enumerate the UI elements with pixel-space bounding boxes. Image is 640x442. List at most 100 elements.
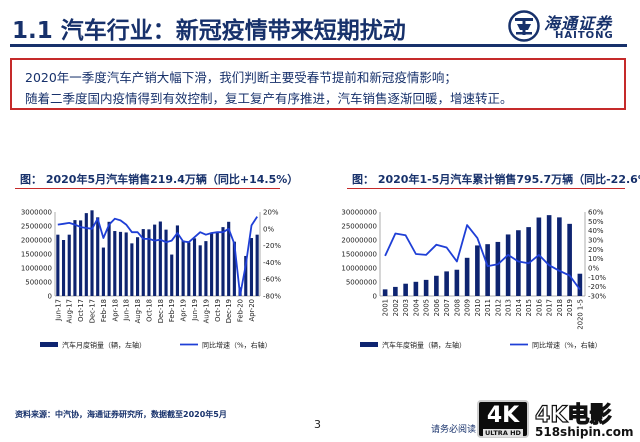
sales-bar [567, 223, 572, 296]
sales-bar [557, 217, 562, 296]
sales-bar [67, 234, 71, 296]
growth-line [57, 216, 258, 297]
watermark-url: 518shipin.com [535, 425, 634, 439]
sales-bar [475, 245, 480, 296]
x-tick-label: 2011 [484, 299, 492, 316]
sales-bar [232, 241, 236, 296]
sales-bar [249, 238, 254, 296]
x-tick-label: Oct-17 [77, 299, 85, 322]
right-figure-divider [347, 188, 625, 189]
right-y-tick-label: -30% [588, 293, 606, 301]
x-tick-label: Apr-20 [248, 299, 256, 321]
right-y-tick-label: 0% [588, 265, 599, 273]
sales-bar [577, 273, 583, 296]
x-tick-label: 2018 [556, 299, 564, 316]
sales-bar [170, 254, 174, 296]
right-y-tick-label: 20% [588, 246, 604, 254]
sales-bar [90, 210, 94, 296]
sales-bar [141, 229, 145, 296]
x-tick-label: Oct-18 [145, 299, 153, 322]
sales-bar [107, 221, 111, 296]
right-y-tick-label: -80% [263, 293, 281, 301]
left-figure-divider [15, 188, 280, 189]
sales-bar [73, 220, 77, 296]
x-tick-label: 2006 [433, 299, 441, 316]
x-tick-label: 2009 [464, 299, 472, 316]
x-tick-label: 2019 [566, 299, 574, 316]
x-tick-label: 2015 [525, 299, 533, 316]
sales-bar [454, 269, 460, 296]
right-y-tick-label: 20% [263, 209, 279, 217]
left-y-tick-label: 0 [373, 293, 377, 301]
sales-bar [164, 229, 168, 296]
sales-bar [61, 240, 66, 296]
growth-line [384, 224, 581, 291]
left-y-tick-label: 1000000 [21, 265, 52, 273]
sales-bar [210, 232, 214, 296]
sales-bar [158, 221, 162, 296]
sales-bar [147, 229, 151, 296]
legend-bar-label: 汽车月度销量（辆，左轴） [62, 341, 146, 350]
x-tick-label: Dec-18 [157, 299, 165, 323]
sales-bar [221, 227, 225, 296]
page-title: 1.1 汽车行业：新冠疫情带来短期扰动 [12, 18, 406, 44]
sales-bar [536, 217, 542, 296]
x-tick-label: 2017 [546, 299, 554, 316]
right-y-tick-label: -60% [263, 276, 281, 284]
x-tick-label: 2010 [474, 299, 482, 316]
x-tick-label: Apr-18 [111, 299, 119, 321]
sales-bar [56, 234, 60, 296]
x-tick-label: 2008 [453, 299, 461, 316]
x-tick-label: Jun-19 [191, 299, 199, 322]
left-y-tick-label: 500000 [25, 279, 52, 287]
x-tick-label: Dec-17 [89, 299, 97, 323]
x-tick-label: Apr-19 [180, 299, 188, 321]
sales-bar [526, 227, 531, 296]
right-y-tick-label: 60% [588, 209, 604, 217]
sales-bar [181, 240, 185, 296]
sales-bar [84, 213, 88, 296]
x-tick-label: 2016 [535, 299, 543, 316]
watermark: 4K ULTRA HD 4K电影 518shipin.com [477, 397, 637, 441]
legend-line-label: 同比增速（%，右轴） [532, 341, 602, 350]
haitong-logo-icon [508, 10, 540, 42]
legend-bar-swatch [40, 342, 58, 347]
x-tick-label: 2007 [443, 299, 451, 316]
x-tick-label: 2020 1-5 [576, 299, 584, 330]
x-tick-label: Dec-19 [225, 299, 233, 323]
sales-bar [118, 231, 123, 296]
x-tick-label: Aug-17 [66, 299, 74, 323]
x-tick-label: Feb-18 [100, 299, 108, 322]
x-tick-label: Aug-18 [134, 299, 142, 323]
legend-bar-swatch [360, 342, 378, 347]
x-tick-label: 2003 [402, 299, 410, 316]
annual-sales-chart: 30000000 25000000 20000000 15000000 10000000… [341, 209, 606, 350]
title-divider [10, 44, 627, 47]
watermark-badge-text: 4K [486, 403, 520, 428]
sales-bar [255, 234, 259, 296]
left-y-tick-label: 3000000 [21, 209, 52, 217]
x-tick-label: Feb-20 [237, 299, 245, 322]
right-y-tick-label: 10% [588, 255, 604, 263]
right-y-tick-label: 50% [588, 218, 604, 226]
disclaimer-note: 请务必阅读 [431, 425, 477, 435]
x-tick-label: Jun-18 [123, 299, 131, 322]
sales-bar [516, 230, 521, 296]
sales-bar [546, 215, 552, 296]
left-y-tick-label: 5000000 [346, 279, 377, 287]
watermark-badge-subtext: ULTRA HD [483, 429, 523, 437]
sales-bar [403, 283, 408, 296]
sales-bar [227, 221, 231, 296]
left-y-tick-label: 20000000 [341, 237, 377, 245]
sales-bar [79, 220, 83, 296]
x-tick-label: 2013 [505, 299, 513, 316]
x-tick-label: 2004 [412, 299, 420, 316]
logo-english-text: HAITONG [555, 30, 614, 41]
sales-bar [124, 232, 128, 296]
sales-bar [444, 271, 449, 296]
left-y-tick-label: 0 [48, 293, 52, 301]
page-number: 3 [314, 418, 321, 431]
right-y-tick-label: 40% [588, 227, 604, 235]
sales-bar [153, 224, 157, 296]
x-tick-label: Feb-19 [168, 299, 176, 322]
